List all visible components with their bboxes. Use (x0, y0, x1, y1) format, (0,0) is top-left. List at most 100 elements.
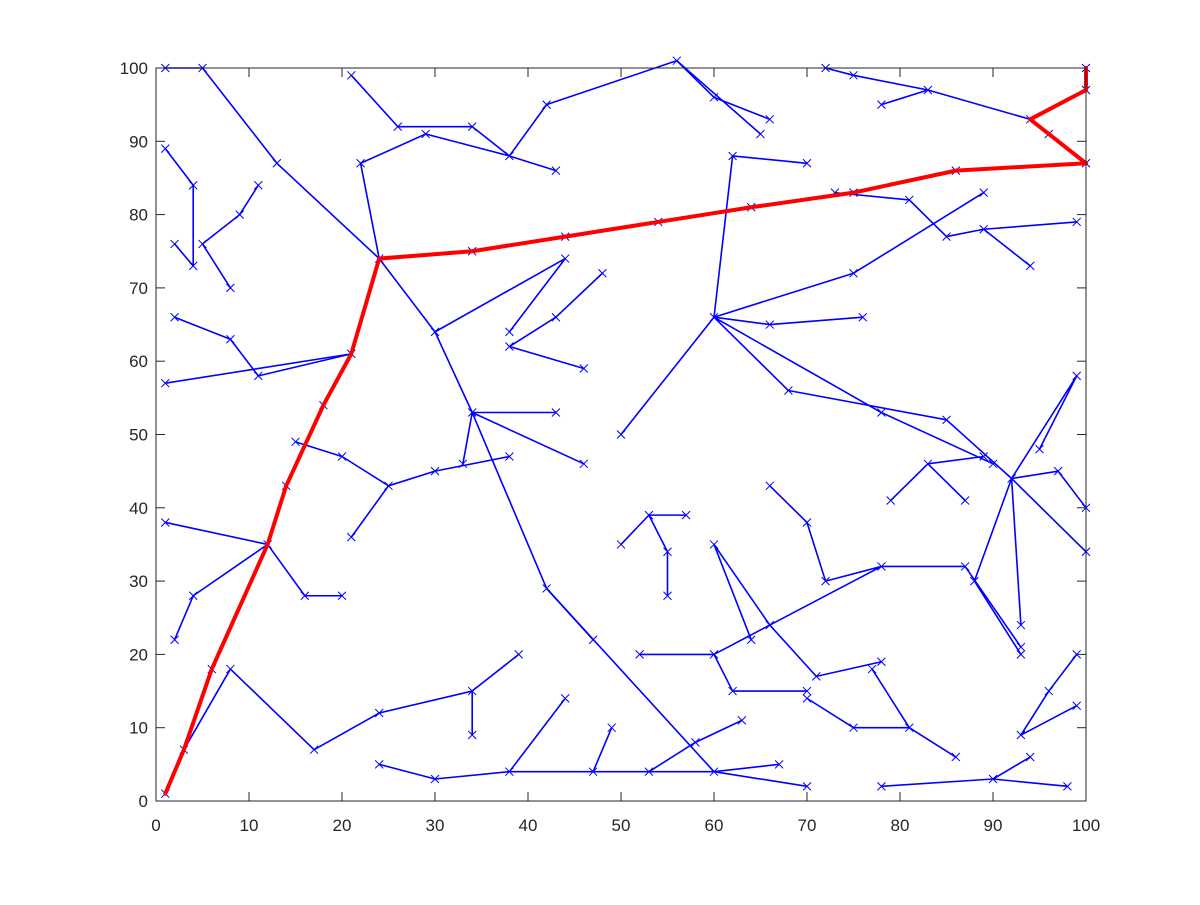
tree-edge (908, 727, 957, 758)
tree-node-marker (160, 144, 170, 153)
tree-node-marker (1025, 261, 1035, 271)
tree-edge (713, 316, 789, 392)
tree-node-marker (802, 158, 812, 168)
tree-node-marker (849, 268, 858, 278)
tree-node-marker (709, 92, 719, 102)
tree-edge (1010, 375, 1078, 479)
x-tick-label: 70 (798, 816, 817, 835)
x-tick-label: 40 (519, 816, 538, 835)
y-tick-label: 80 (129, 206, 148, 225)
tree-node-marker (551, 312, 561, 322)
tree-node-marker (188, 180, 198, 190)
tree-edge (555, 272, 603, 318)
tree-edge (881, 778, 994, 788)
tree-edge (769, 624, 817, 677)
tree-edge (973, 580, 1022, 655)
tree-edge (388, 470, 436, 487)
tree-node-marker (1035, 444, 1044, 454)
tree-node-marker (1053, 466, 1063, 476)
y-tick-label: 90 (129, 132, 148, 151)
tree-edge (983, 228, 1031, 267)
tree-edge (471, 126, 510, 157)
tree-node-marker (951, 752, 961, 762)
tree-node-marker (1016, 642, 1026, 652)
tree-node-marker (979, 452, 989, 461)
y-tick-label: 100 (120, 59, 148, 78)
tree-edge (871, 668, 910, 729)
tree-edge (192, 543, 269, 597)
tree-edge (881, 411, 994, 465)
tree-node-marker (160, 518, 170, 527)
tree-node-marker (272, 158, 282, 168)
tree-node-marker (960, 496, 970, 505)
x-tick-label: 20 (333, 816, 352, 835)
tree-edge (1048, 653, 1078, 692)
tree-node-marker (458, 459, 468, 469)
tree-node-marker (784, 386, 793, 395)
tree-edge (471, 412, 548, 589)
tree-edge (946, 228, 984, 238)
tree-edge (825, 565, 882, 582)
tree-edge (1011, 477, 1087, 553)
tree-node-marker (514, 650, 524, 659)
tree-node-marker (467, 408, 477, 417)
path-line (163, 66, 1088, 796)
tree-node-marker (923, 459, 933, 469)
x-tick-label: 50 (612, 816, 631, 835)
tree-edge (769, 316, 863, 326)
tree-edge (676, 60, 762, 135)
tree-node-marker (430, 774, 440, 784)
tree-node-marker (598, 268, 607, 278)
tree-node-marker (560, 694, 570, 703)
tree-node-marker (802, 686, 812, 696)
tree-edge (173, 595, 194, 641)
tree-edge (806, 522, 827, 582)
x-tick-label: 10 (240, 816, 259, 835)
tree-edge (620, 514, 650, 546)
tree-node-marker (1007, 474, 1016, 483)
tree-edge (360, 133, 427, 165)
tree-edge (183, 668, 232, 751)
tree-node-marker (709, 540, 719, 549)
tree-edge (713, 654, 734, 692)
tree-node-marker (821, 576, 830, 586)
tree-node-marker (709, 312, 719, 322)
tree-node-marker (1072, 371, 1082, 381)
tree-node-marker (188, 261, 198, 271)
tree-node-marker (746, 635, 756, 645)
tree-edge (927, 89, 1031, 121)
tree-node-marker (765, 481, 775, 491)
tree-edge (165, 353, 352, 384)
tree-node-marker (337, 591, 347, 601)
tree-node-marker (709, 767, 719, 777)
tree-edge (713, 770, 808, 788)
tree-edge (648, 741, 696, 773)
tree-node-marker (421, 129, 431, 139)
tree-edge (201, 67, 278, 164)
tree-edge (825, 67, 854, 77)
tree-edge (713, 316, 770, 326)
tree-node-marker (988, 774, 998, 784)
tree-node-marker (374, 759, 384, 769)
tree-edge (983, 221, 1077, 231)
tree-node-marker (672, 56, 682, 66)
tree-node-marker (811, 672, 821, 681)
tree-node-marker (765, 320, 775, 329)
tree-node-marker (923, 85, 933, 95)
tree-node-marker (1016, 620, 1026, 630)
tree-edge (546, 587, 715, 773)
tree-node-marker (663, 591, 672, 601)
tree-node-marker (681, 510, 691, 520)
tree-node-marker (588, 767, 598, 777)
axes-layer: 0 10 20 30 40 50 60 70 80 90 100 0 10 20 30 40 50 60 70 80 9… (120, 59, 1101, 835)
tree-edge (239, 184, 259, 216)
tree-node-marker (356, 158, 365, 168)
tree-edge (276, 162, 380, 260)
y-tick-label: 20 (129, 645, 148, 664)
x-tick-label: 60 (705, 816, 724, 835)
tree-node-marker (635, 650, 644, 659)
tree-node-marker (988, 459, 998, 469)
tree-node-marker (346, 532, 356, 542)
